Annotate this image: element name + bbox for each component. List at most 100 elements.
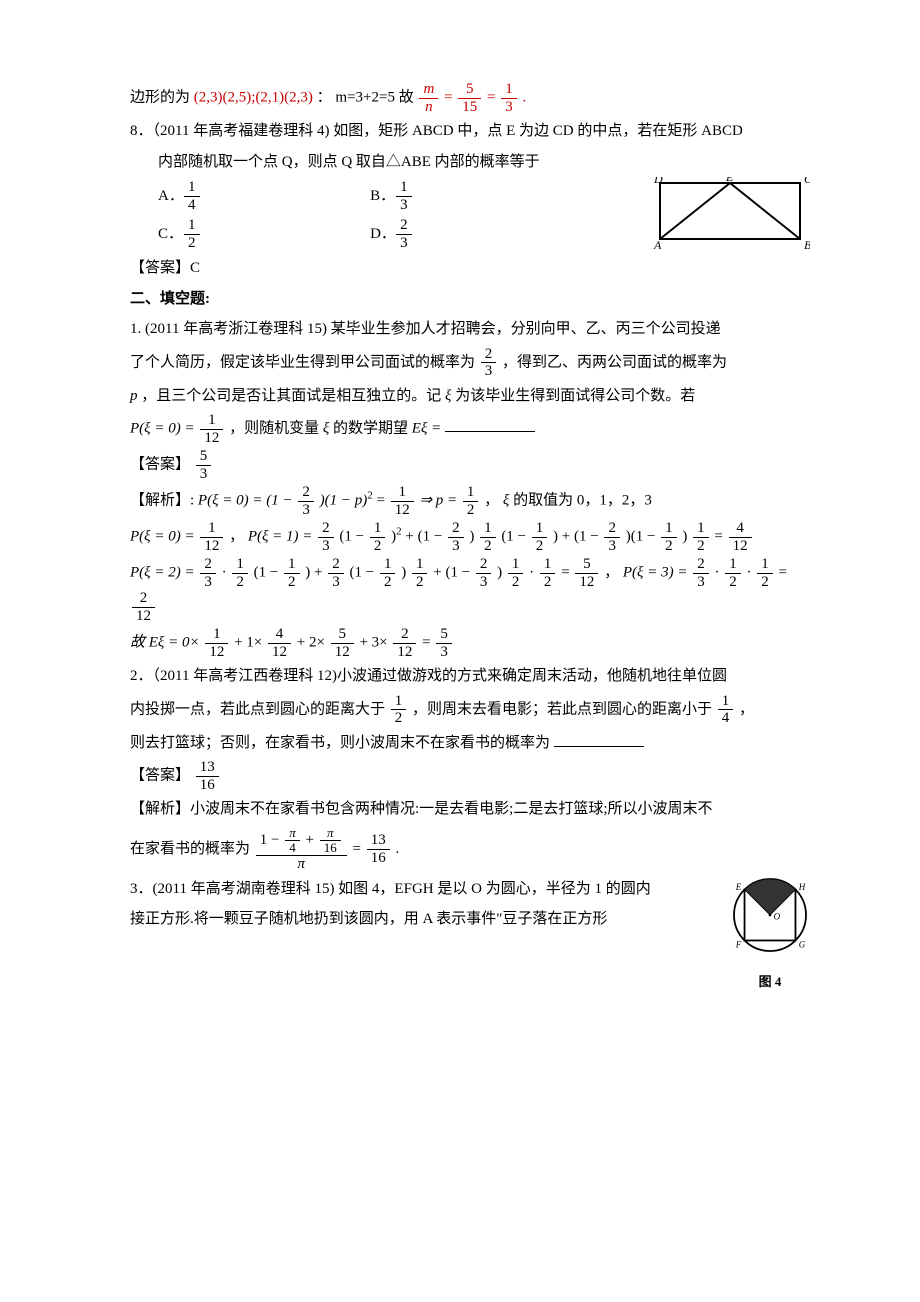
dot: .	[523, 89, 527, 105]
m: ·	[714, 564, 719, 580]
f1-l3: p ，且三个公司是否让其面试是相互独立的。记 ξ 为该毕业生得到面试得公司个数。…	[130, 381, 810, 412]
n: 5	[575, 556, 598, 573]
f1-sol-2: P(ξ = 0) = 112 ， P(ξ = 1) = 23 (1 − 12 )…	[130, 519, 810, 555]
n: 2	[318, 520, 334, 537]
fr: 23	[200, 556, 216, 590]
m: + 2×	[297, 634, 325, 650]
m: +	[306, 832, 318, 848]
n: 1	[540, 556, 556, 573]
d: 2	[532, 537, 548, 555]
m: )	[401, 564, 406, 580]
n: π	[320, 826, 341, 840]
m: )(1 −	[626, 528, 659, 544]
dot: .	[395, 840, 399, 856]
t: ，	[739, 701, 754, 717]
frac-5-3: 53	[196, 448, 212, 482]
n: 2	[328, 556, 344, 573]
d: 2	[284, 573, 300, 591]
f2-l2: 内投掷一点，若此点到圆心的距离大于 12 ，则周末去看电影；若此点到圆心的距离小…	[130, 692, 810, 728]
m: ) +	[305, 564, 326, 580]
fr: 12	[391, 693, 407, 727]
d: 4	[285, 840, 300, 855]
m: ，	[229, 528, 244, 544]
m: =	[561, 564, 573, 580]
d: 12	[575, 573, 598, 591]
den: 15	[458, 98, 481, 116]
frac-2-3: 23	[481, 346, 497, 380]
fr: 23	[448, 520, 464, 554]
d: 16	[196, 776, 219, 794]
m: P(ξ = 3) =	[623, 564, 691, 580]
n: 1	[184, 217, 200, 234]
t: 在家看书的概率为	[130, 840, 250, 856]
d: 4	[718, 709, 734, 727]
prev-page-tail: 边形的为 (2,3)(2,5);(2,1)(2,3) ： m=3+2=5 故 m…	[130, 80, 810, 116]
fr: 12	[532, 520, 548, 554]
n: 1	[391, 693, 407, 710]
opt-C: C． 12	[158, 215, 370, 253]
d: 16	[320, 840, 341, 855]
d: 2	[725, 573, 741, 591]
f2-l1: 2．（2011 年高考江西卷理科 12)小波通过做游戏的方式来确定周末活动，他随…	[130, 661, 810, 692]
d: 3	[298, 501, 314, 519]
fr: 112	[200, 520, 223, 554]
label: C．	[158, 220, 182, 249]
frac: 14	[184, 179, 200, 213]
svg-text:E: E	[725, 177, 734, 184]
d: 2	[693, 537, 709, 555]
fr-13-16: 1316	[367, 832, 390, 866]
m: (1 −	[501, 528, 529, 544]
m: P(ξ = 0) =	[130, 528, 198, 544]
n: 2	[132, 590, 155, 607]
sq: 2	[367, 489, 373, 501]
n: 1	[232, 556, 248, 573]
n: 1	[200, 520, 223, 537]
d: 2	[370, 537, 386, 555]
n: 1	[532, 520, 548, 537]
d: 2	[661, 537, 677, 555]
q8-stem-1: 8．（2011 年高考福建卷理科 4) 如图，矩形 ABCD 中，点 E 为边 …	[130, 116, 810, 147]
n: 5	[196, 448, 212, 465]
n: 2	[693, 556, 709, 573]
f3-l2: 接正方形.将一颗豆子随机地扔到该圆内，用 A 表示事件"豆子落在正方形	[130, 904, 810, 935]
q8-block: 内部随机取一个点 Q，则点 Q 取自△ABE 内部的概率等于 D E C A B…	[130, 147, 810, 254]
fr: 212	[132, 590, 155, 624]
fr: 12	[661, 520, 677, 554]
label: 【答案】	[130, 767, 190, 783]
fr: 112	[391, 484, 414, 518]
label: 【解析】:	[130, 492, 194, 508]
f1-l2: 了个人简历，假定该毕业生得到甲公司面试的概率为 23 ，得到乙、丙两公司面试的概…	[130, 345, 810, 381]
den: 3	[501, 98, 517, 116]
d: 4	[184, 196, 200, 214]
m: 故 Eξ = 0×	[130, 634, 200, 650]
m: + 3×	[359, 634, 387, 650]
m-text: m=3+2=5 故	[335, 89, 413, 105]
d: 3	[693, 573, 709, 591]
m: ，	[604, 564, 619, 580]
m: ⇒ p =	[419, 492, 460, 508]
f1-sol-3: P(ξ = 2) = 23 · 12 (1 − 12 ) + 23 (1 − 1…	[130, 555, 810, 625]
n: 2	[604, 520, 620, 537]
m: (1 −	[350, 564, 378, 580]
text: ，得到乙、丙两公司面试的概率为	[502, 354, 727, 370]
n: 13	[367, 832, 390, 849]
n: 4	[729, 520, 752, 537]
d: 3	[328, 573, 344, 591]
svg-text:A: A	[653, 238, 662, 251]
m: 的取值为 0，1，2，3	[513, 492, 652, 508]
d: 3	[436, 643, 452, 661]
n: 2	[298, 484, 314, 501]
fr: 12	[725, 556, 741, 590]
blank-line	[554, 732, 644, 747]
fr: π16	[320, 826, 341, 856]
n: 1	[693, 520, 709, 537]
den: n	[419, 98, 438, 116]
n: 1	[396, 179, 412, 196]
m: ，	[484, 492, 499, 508]
n: 2	[396, 217, 412, 234]
d: 2	[480, 537, 496, 555]
fr: 12	[540, 556, 556, 590]
n: 2	[481, 346, 497, 363]
frac: 12	[184, 217, 200, 251]
text: 为该毕业生得到面试得公司个数。若	[455, 388, 695, 404]
